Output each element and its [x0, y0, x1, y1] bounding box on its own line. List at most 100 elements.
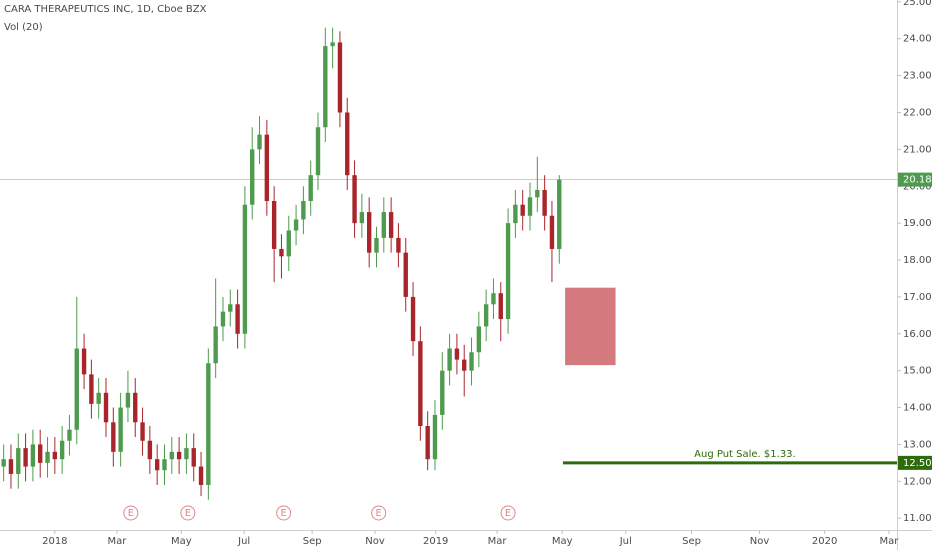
y-tick-label: 19.00 [903, 218, 932, 229]
candle-body [491, 293, 496, 305]
candle-body [403, 252, 408, 297]
candle-body [169, 451, 174, 460]
candle-body [418, 341, 423, 426]
x-tick-label: May [552, 536, 573, 547]
candle-body [469, 352, 474, 371]
earnings-marker [123, 505, 139, 521]
candle-body [96, 392, 101, 404]
y-tick-label: 20.00 [903, 181, 932, 192]
x-tick-label: Mar [108, 536, 128, 547]
candle-body [206, 363, 211, 486]
last-price-label: 20.18 [903, 175, 932, 186]
put-line-text: Aug Put Sale. $1.33. [694, 449, 796, 460]
candle-body [81, 348, 87, 375]
candle-body [505, 223, 511, 320]
candle-body [147, 440, 153, 460]
x-tick-label: Sep [682, 536, 701, 547]
candle-body [454, 348, 460, 360]
x-tick-label: Mar [488, 536, 508, 547]
candle-body [38, 444, 43, 463]
candle-body [366, 212, 372, 253]
x-tick-label: 2020 [812, 536, 837, 547]
candle-body [323, 46, 328, 128]
candle-body [483, 304, 489, 327]
candle-body [30, 444, 36, 467]
candle-body [1, 459, 6, 467]
y-tick-label: 22.00 [903, 107, 932, 118]
candle-body [520, 204, 525, 216]
y-tick-label: 17.00 [903, 292, 932, 303]
candle-body [557, 179, 562, 249]
put-price-box [898, 455, 932, 470]
candle-body [257, 134, 262, 150]
earnings-marker [276, 505, 292, 521]
earnings-marker [180, 505, 196, 521]
candle-body [315, 127, 321, 176]
candle-body [513, 204, 518, 224]
y-tick-label: 24.00 [903, 34, 932, 45]
candle-body [133, 392, 138, 423]
candle-body [198, 466, 204, 486]
candle-body [308, 175, 313, 202]
candle-body [535, 189, 540, 198]
candle-body [549, 215, 555, 249]
candle-body [330, 42, 335, 47]
candle-body [191, 448, 196, 467]
candle-body [410, 296, 416, 342]
candle-body [103, 392, 109, 423]
candle-body [301, 201, 306, 220]
candle-body [476, 326, 482, 353]
candle-body [432, 414, 438, 460]
candle-body [67, 429, 72, 441]
zone-rect [565, 287, 616, 366]
y-tick-label: 23.00 [903, 71, 932, 82]
candle-body [125, 392, 131, 408]
candle-body [118, 407, 123, 452]
x-tick-label: Jul [619, 536, 632, 547]
candle-body [140, 422, 145, 441]
candle-body [111, 422, 116, 452]
x-tick-label: Mar [880, 536, 900, 547]
candle-body [352, 175, 357, 224]
y-tick-label: 11.00 [903, 513, 932, 524]
candle-body [425, 425, 430, 460]
earnings-marker [500, 505, 516, 521]
x-tick-label: 2019 [423, 536, 448, 547]
candle-body [286, 230, 291, 257]
candle-body [293, 219, 299, 231]
candle-body [527, 197, 533, 216]
candle-body [374, 237, 379, 253]
candle-body [8, 459, 14, 474]
x-tick-label: Nov [750, 536, 770, 547]
candle-body [337, 42, 343, 113]
candle-body [381, 212, 386, 238]
candle-body [16, 448, 21, 474]
candle-body [220, 311, 226, 327]
candle-body [235, 304, 240, 334]
candle-body [271, 201, 277, 249]
candle-body [213, 326, 218, 364]
earnings-marker [371, 505, 387, 521]
y-tick-label: 18.00 [903, 255, 932, 266]
candle-body [542, 189, 547, 216]
candle-body [176, 451, 182, 460]
y-tick-label: 16.00 [903, 329, 932, 340]
candle-body [89, 374, 94, 404]
candle-body [52, 451, 58, 460]
y-tick-label: 12.00 [903, 476, 932, 487]
candle-body [162, 459, 167, 471]
x-tick-label: Nov [365, 536, 385, 547]
candle-body [388, 212, 394, 238]
candle-body [440, 370, 445, 415]
candle-body [264, 134, 270, 202]
candle-body [447, 348, 452, 371]
y-tick-label: 13.00 [903, 439, 932, 450]
earnings-label: E [280, 508, 286, 519]
x-tick-label: May [171, 536, 192, 547]
candle-body [59, 440, 65, 460]
chart-title: CARA THERAPEUTICS INC, 1D, Cboe BZX [4, 4, 207, 15]
candle-body [184, 448, 189, 460]
y-tick-label: 15.00 [903, 366, 932, 377]
earnings-label: E [505, 508, 511, 519]
candle-body [242, 204, 248, 334]
